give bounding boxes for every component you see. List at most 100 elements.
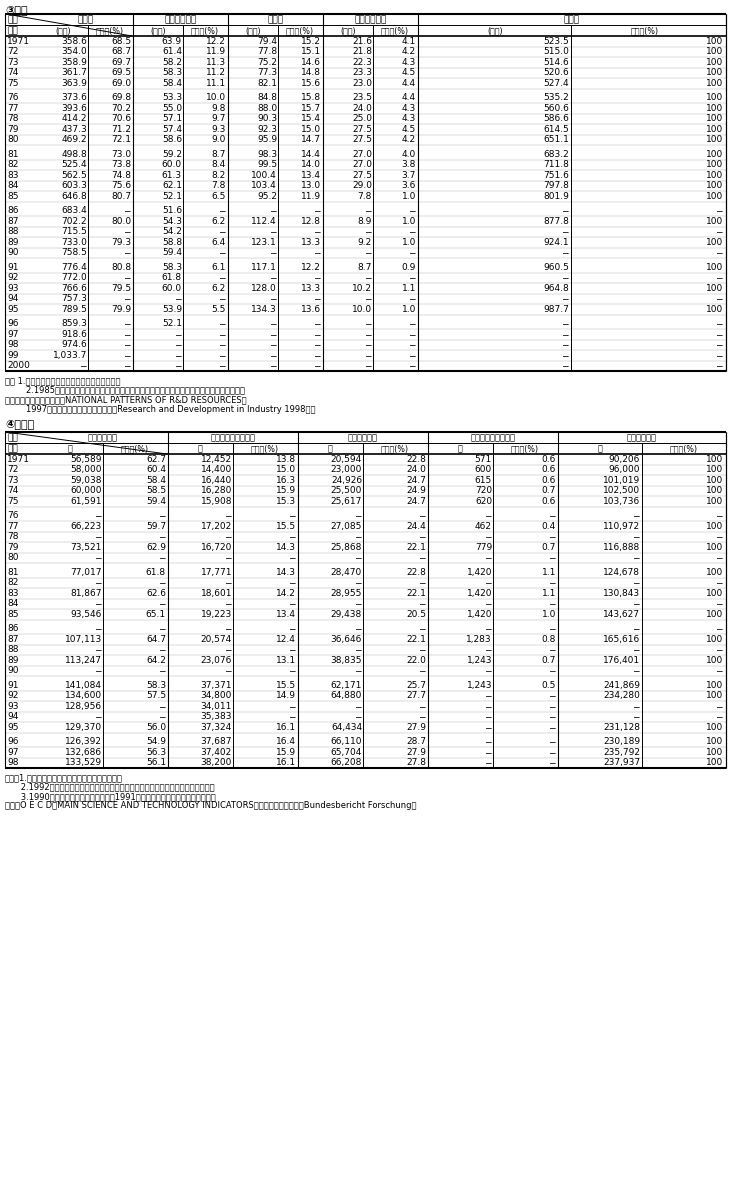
Text: 75: 75 (7, 79, 18, 88)
Text: −: − (124, 330, 131, 339)
Text: −: − (355, 625, 362, 633)
Text: 100: 100 (705, 610, 723, 619)
Text: 498.8: 498.8 (61, 150, 87, 159)
Text: 2.1992年度以降の「民営研究機関」の研究者数は「政府研究機関」に含まれる。: 2.1992年度以降の「民営研究機関」の研究者数は「政府研究機関」に含まれる。 (5, 783, 215, 791)
Text: 24.0: 24.0 (406, 465, 426, 474)
Text: −: − (94, 712, 102, 722)
Text: 大　学: 大 学 (268, 14, 284, 24)
Text: 393.6: 393.6 (61, 103, 87, 113)
Text: 76: 76 (7, 512, 18, 520)
Text: 28.7: 28.7 (406, 737, 426, 746)
Text: 1,283: 1,283 (466, 635, 492, 644)
Text: 13.6: 13.6 (301, 305, 321, 313)
Text: (千人): (千人) (55, 26, 71, 35)
Text: 230,189: 230,189 (603, 737, 640, 746)
Text: 85: 85 (7, 192, 18, 201)
Text: 1,243: 1,243 (466, 656, 492, 664)
Text: 1,420: 1,420 (466, 610, 492, 619)
Text: 1.0: 1.0 (401, 192, 416, 201)
Text: 83: 83 (7, 171, 18, 180)
Text: 37,687: 37,687 (200, 737, 232, 746)
Text: −: − (314, 294, 321, 303)
Text: 877.8: 877.8 (543, 216, 569, 226)
Text: 789.5: 789.5 (61, 305, 87, 313)
Text: 102,500: 102,500 (603, 486, 640, 495)
Text: −: − (289, 599, 296, 608)
Text: 16.4: 16.4 (276, 737, 296, 746)
Text: 1.0: 1.0 (542, 610, 556, 619)
Text: 462: 462 (475, 521, 492, 531)
Text: −: − (485, 723, 492, 731)
Text: 9.8: 9.8 (212, 103, 226, 113)
Text: −: − (224, 578, 232, 587)
Text: 82: 82 (7, 578, 18, 587)
Text: 100: 100 (705, 305, 723, 313)
Text: 112.4: 112.4 (251, 216, 277, 226)
Text: 8.7: 8.7 (212, 150, 226, 159)
Text: −: − (419, 512, 426, 520)
Text: −: − (124, 227, 131, 237)
Text: −: − (224, 554, 232, 562)
Text: 525.4: 525.4 (61, 160, 87, 169)
Text: 民営研究機関（人）: 民営研究機関（人） (471, 434, 515, 442)
Text: 14.4: 14.4 (301, 150, 321, 159)
Text: 14.3: 14.3 (276, 543, 296, 551)
Text: 61,591: 61,591 (70, 497, 102, 506)
Text: 11.9: 11.9 (301, 192, 321, 201)
Text: −: − (632, 554, 640, 562)
Text: 235,792: 235,792 (603, 748, 640, 757)
Text: 25,617: 25,617 (330, 497, 362, 506)
Text: (千人): (千人) (340, 26, 356, 35)
Text: −: − (548, 692, 556, 700)
Text: 0.7: 0.7 (542, 486, 556, 495)
Text: 66,110: 66,110 (330, 737, 362, 746)
Text: 24,926: 24,926 (331, 476, 362, 485)
Text: −: − (219, 340, 226, 349)
Text: −: − (289, 667, 296, 675)
Text: 100: 100 (705, 181, 723, 190)
Text: 22.1: 22.1 (406, 635, 426, 644)
Text: 58.4: 58.4 (146, 476, 166, 485)
Text: −: − (365, 294, 372, 303)
Text: 58.3: 58.3 (146, 681, 166, 689)
Text: 38,200: 38,200 (200, 758, 232, 767)
Text: 20,594: 20,594 (330, 455, 362, 464)
Text: −: − (561, 249, 569, 257)
Text: 12.8: 12.8 (301, 216, 321, 226)
Text: −: − (485, 554, 492, 562)
Text: 13.1: 13.1 (276, 656, 296, 664)
Text: 37,402: 37,402 (201, 748, 232, 757)
Text: 11.2: 11.2 (206, 68, 226, 77)
Text: 60.0: 60.0 (162, 283, 182, 293)
Text: 72: 72 (7, 47, 18, 56)
Text: 535.2: 535.2 (543, 94, 569, 102)
Text: −: − (716, 712, 723, 722)
Text: −: − (94, 532, 102, 542)
Text: 65.1: 65.1 (146, 610, 166, 619)
Text: 469.2: 469.2 (61, 136, 87, 144)
Text: −: − (409, 274, 416, 282)
Text: −: − (485, 667, 492, 675)
Text: 100: 100 (705, 465, 723, 474)
Text: 9.0: 9.0 (212, 136, 226, 144)
Text: 資料：O E C D《MAIN SCIENCE AND TECHNOLOGY INDICATORS》，連邦教育研究省《Bundesbericht Forschu: 資料：O E C D《MAIN SCIENCE AND TECHNOLOGY I… (5, 801, 417, 811)
Text: 571: 571 (474, 455, 492, 464)
Text: 100: 100 (705, 283, 723, 293)
Text: 11.1: 11.1 (206, 79, 226, 88)
Text: −: − (224, 667, 232, 675)
Text: 0.6: 0.6 (542, 497, 556, 506)
Text: 24.9: 24.9 (406, 486, 426, 495)
Text: −: − (485, 712, 492, 722)
Text: 25,868: 25,868 (330, 543, 362, 551)
Text: 90.3: 90.3 (257, 114, 277, 124)
Text: 134,600: 134,600 (65, 692, 102, 700)
Text: 60,000: 60,000 (70, 486, 102, 495)
Text: 358.6: 358.6 (61, 37, 87, 46)
Text: 77: 77 (7, 521, 18, 531)
Text: 58.3: 58.3 (162, 263, 182, 271)
Text: −: − (548, 701, 556, 711)
Text: 14.2: 14.2 (276, 588, 296, 598)
Text: 8.2: 8.2 (212, 171, 226, 180)
Text: −: − (548, 554, 556, 562)
Text: −: − (270, 227, 277, 237)
